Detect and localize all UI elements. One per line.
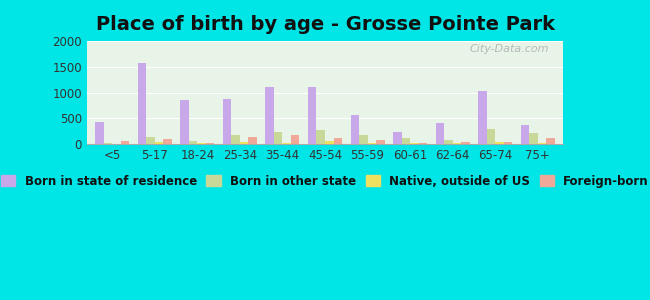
Bar (436, 123, 444, 144)
Bar (487, 129, 495, 144)
Title: Place of birth by age - Grosse Pointe Park: Place of birth by age - Grosse Pointe Pa… (96, 15, 554, 34)
Bar (521, 125, 529, 144)
Bar (112, 143, 121, 144)
Bar (444, 140, 452, 144)
Bar (189, 141, 198, 144)
Bar (308, 87, 317, 144)
Bar (121, 141, 129, 144)
Bar (163, 140, 172, 144)
Bar (461, 142, 469, 144)
Bar (231, 135, 240, 144)
Bar (538, 143, 546, 144)
Legend: Born in state of residence, Born in other state, Native, outside of US, Foreign-: Born in state of residence, Born in othe… (1, 175, 649, 188)
Bar (138, 63, 146, 144)
Bar (317, 130, 325, 144)
Bar (478, 91, 487, 144)
Bar (198, 143, 206, 144)
Bar (402, 138, 410, 144)
Bar (291, 135, 300, 144)
Bar (248, 136, 257, 144)
Bar (333, 138, 342, 144)
Bar (376, 140, 385, 144)
Bar (393, 132, 402, 144)
Bar (546, 138, 554, 144)
Text: City-Data.com: City-Data.com (469, 44, 549, 54)
Bar (419, 143, 427, 144)
Bar (96, 122, 104, 144)
Bar (146, 137, 155, 144)
Bar (274, 132, 283, 144)
Bar (325, 141, 333, 144)
Bar (104, 143, 112, 144)
Bar (367, 143, 376, 144)
Bar (223, 99, 231, 144)
Bar (206, 143, 215, 144)
Bar (265, 87, 274, 144)
Bar (283, 143, 291, 144)
Bar (495, 142, 504, 144)
Bar (350, 115, 359, 144)
Bar (529, 133, 538, 144)
Bar (181, 100, 189, 144)
Bar (155, 142, 163, 144)
Bar (410, 143, 419, 144)
Bar (452, 143, 461, 144)
Bar (240, 142, 248, 144)
Bar (359, 134, 367, 144)
Bar (504, 142, 512, 144)
